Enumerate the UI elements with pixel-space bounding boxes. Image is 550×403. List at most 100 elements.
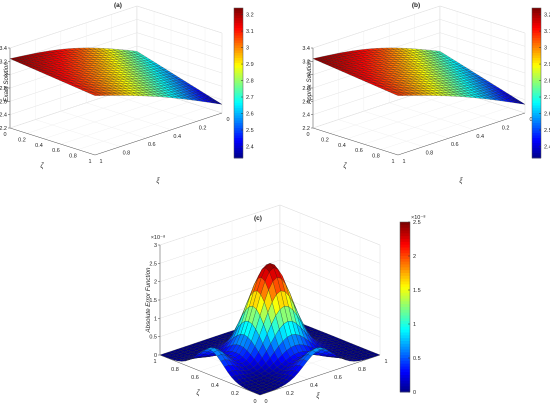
panel-title: (a) xyxy=(114,2,122,9)
colorbar-segment xyxy=(532,145,541,149)
colorbar-segment xyxy=(400,275,410,280)
colorbar-segment xyxy=(532,20,541,24)
colorbar-segment xyxy=(532,38,541,41)
panel-c: 10.80.60.40.20 00.20.40.60.8100.511.522.5… xyxy=(145,204,426,403)
colorbar-segment xyxy=(400,241,410,246)
colorbar-segment xyxy=(400,304,410,308)
colorbar-segment xyxy=(400,267,410,271)
tick-label-y: 0.4 xyxy=(338,143,346,149)
colorbar-segment xyxy=(400,335,410,339)
tick-label-x: 0.6 xyxy=(334,375,342,381)
colorbar-segment xyxy=(400,386,410,390)
colorbar-segment xyxy=(532,93,541,96)
panel-a: 00.20.40.60.81 10.80.60.40.202.22.42.62.8… xyxy=(0,2,254,185)
gridline-floor xyxy=(77,107,206,150)
colorbar-tick-label: 2.6 xyxy=(246,111,254,117)
colorbar-segment xyxy=(532,33,541,36)
gridline-floor xyxy=(380,107,509,150)
colorbar-tick-label: 1.5 xyxy=(413,288,421,294)
colorbar-segment xyxy=(234,130,243,134)
tick-label-y: 0.2 xyxy=(321,137,329,143)
gridline-z xyxy=(9,19,223,62)
colorbar-tick-label: 0 xyxy=(413,390,416,396)
tick-label-z: 3 xyxy=(307,73,310,79)
tick-label-z: 3.4 xyxy=(0,46,7,52)
tick-label-y: 0 xyxy=(306,132,309,138)
colorbar-segment xyxy=(234,115,243,119)
colorbar-segment xyxy=(400,233,410,237)
colorbar-segment xyxy=(400,236,410,240)
colorbar-segment xyxy=(400,360,410,365)
surface-patch xyxy=(91,93,100,96)
colorbar-tick-label: 2 xyxy=(413,254,416,260)
colorbar-tick-label: 3 xyxy=(246,46,249,52)
colorbar-segment xyxy=(532,50,541,54)
colorbar-segment xyxy=(532,60,541,64)
tick-label-z: 2.4 xyxy=(302,113,310,119)
axis-zeta xyxy=(159,354,261,396)
colorbar-segment xyxy=(532,108,541,111)
gridline-z xyxy=(159,259,381,301)
colorbar-segment xyxy=(400,239,410,243)
tick-label-x: 0 xyxy=(529,117,532,123)
tick-label-x: 0.8 xyxy=(426,151,434,157)
tick-label-z: 2.6 xyxy=(0,99,7,105)
colorbar-segment xyxy=(234,153,243,156)
colorbar-segment xyxy=(532,130,541,134)
colorbar-segment xyxy=(532,80,541,84)
surface-mesh xyxy=(312,47,526,105)
ylabel: ζ xyxy=(40,163,44,170)
colorbar-segment xyxy=(234,48,243,51)
colorbar-segment xyxy=(234,68,243,71)
tick-label-z: 2.6 xyxy=(302,99,310,105)
colorbar-segment xyxy=(400,256,410,260)
tick-label-x: 0.4 xyxy=(476,134,484,140)
panel-b: 00.20.40.60.81 10.80.60.40.202.22.42.62.8… xyxy=(302,2,550,185)
colorbar-segment xyxy=(234,125,243,129)
tick-label-x: 0.4 xyxy=(310,383,318,389)
colorbar-segment xyxy=(532,8,541,11)
colorbar-segment xyxy=(400,343,410,348)
colorbar-segment xyxy=(234,135,243,139)
colorbar-tick-label: 3.1 xyxy=(544,29,550,35)
colorbar-segment xyxy=(532,25,541,29)
gridline-floor xyxy=(43,96,172,139)
colorbar-segment xyxy=(234,108,243,111)
colorbar-segment xyxy=(234,10,243,14)
colorbar-segment xyxy=(234,20,243,24)
colorbar-segment xyxy=(234,98,243,101)
colorbar-segment xyxy=(532,105,541,109)
gridline-floor xyxy=(346,96,475,139)
surface-mesh xyxy=(9,47,223,105)
z-exponent: ×10⁻⁸ xyxy=(151,234,166,241)
colorbar-segment xyxy=(400,377,410,382)
axis-xi xyxy=(397,112,526,156)
colorbar-segment xyxy=(532,110,541,114)
tick-label-z: 3 xyxy=(4,73,7,79)
colorbar-segment xyxy=(532,45,541,49)
colorbar-segment xyxy=(400,224,410,229)
colorbar-segment xyxy=(400,346,410,350)
colorbar-tick-label: 2.6 xyxy=(544,111,550,117)
colorbar-segment xyxy=(400,349,410,353)
gridline-floor xyxy=(60,102,189,145)
colorbar-tick-label: 2.5 xyxy=(413,220,421,226)
colorbar-segment xyxy=(532,135,541,139)
tick-label-x: 0.2 xyxy=(502,125,510,131)
colorbar-segment xyxy=(400,318,410,322)
colorbar-segment xyxy=(234,110,243,114)
colorbar-segment xyxy=(234,148,243,151)
colorbar-segment xyxy=(400,247,410,251)
gridline-z xyxy=(312,5,526,49)
tick-label-z: 3.4 xyxy=(302,46,310,52)
tick-label-y: 0.6 xyxy=(191,375,199,381)
panel-title: (c) xyxy=(254,215,262,222)
colorbar-segment xyxy=(532,63,541,66)
colorbar-segment xyxy=(400,341,410,345)
gridline-floor xyxy=(35,119,121,147)
colorbar-segment xyxy=(400,338,410,342)
colorbar-segment xyxy=(234,78,243,81)
tick-label-z: 1 xyxy=(154,316,157,322)
colorbar-segment xyxy=(532,125,541,129)
colorbar-segment xyxy=(532,48,541,51)
